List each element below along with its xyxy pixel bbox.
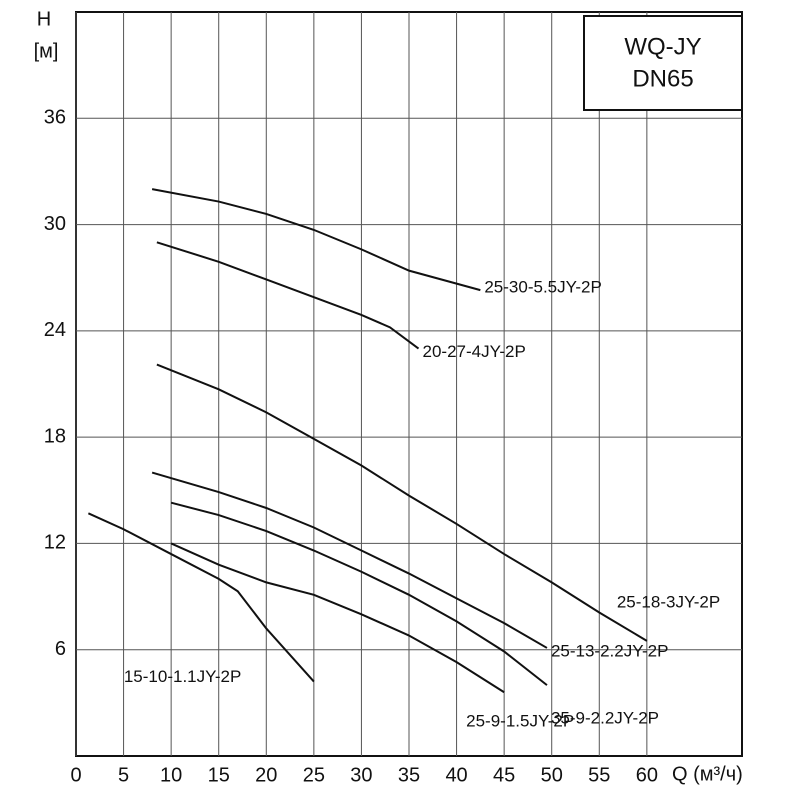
curve-label: 20-27-4JY-2P bbox=[423, 342, 526, 361]
x-tick-label: 55 bbox=[588, 764, 610, 786]
x-tick-label: 10 bbox=[160, 764, 182, 786]
curve bbox=[87, 512, 315, 683]
x-tick-label: 50 bbox=[541, 764, 563, 786]
curve bbox=[170, 542, 505, 694]
y-tick-label: 6 bbox=[55, 638, 66, 660]
y-axis-unit: [м] bbox=[34, 40, 59, 62]
curve-label: 15-10-1.1JY-2P bbox=[124, 667, 242, 686]
x-axis-label: Q (м³/ч) bbox=[672, 763, 743, 785]
curve-label: 25-9-1.5JY-2P bbox=[466, 712, 574, 731]
curve-label: 25-30-5.5JY-2P bbox=[484, 278, 602, 297]
x-tick-label: 15 bbox=[208, 764, 230, 786]
curve-label: 25-13-2.2JY-2P bbox=[551, 641, 669, 660]
x-tick-label: 25 bbox=[303, 764, 325, 786]
y-tick-label: 12 bbox=[44, 532, 66, 554]
x-tick-label: 5 bbox=[118, 764, 129, 786]
y-tick-label: 18 bbox=[44, 425, 66, 447]
curve-label: 35-9-2.2JY-2P bbox=[551, 709, 659, 728]
curve-label: 25-18-3JY-2P bbox=[617, 592, 720, 611]
curve bbox=[151, 188, 481, 292]
y-tick-label: 24 bbox=[44, 319, 66, 341]
curve bbox=[156, 241, 420, 350]
x-tick-label: 20 bbox=[255, 764, 277, 786]
chart-subtitle: DN65 bbox=[632, 65, 693, 92]
x-tick-label: 60 bbox=[636, 764, 658, 786]
y-tick-label: 30 bbox=[44, 213, 66, 235]
curve bbox=[170, 501, 548, 686]
x-tick-label: 30 bbox=[350, 764, 372, 786]
title-box bbox=[583, 15, 743, 111]
y-tick-label: 36 bbox=[44, 107, 66, 129]
chart-title: WQ-JY bbox=[624, 33, 701, 60]
x-tick-label: 35 bbox=[398, 764, 420, 786]
x-tick-label: 0 bbox=[70, 764, 81, 786]
y-axis-label: H bbox=[37, 8, 51, 30]
x-tick-label: 45 bbox=[493, 764, 515, 786]
x-tick-label: 40 bbox=[445, 764, 467, 786]
curve bbox=[156, 363, 648, 642]
curve bbox=[151, 471, 548, 649]
